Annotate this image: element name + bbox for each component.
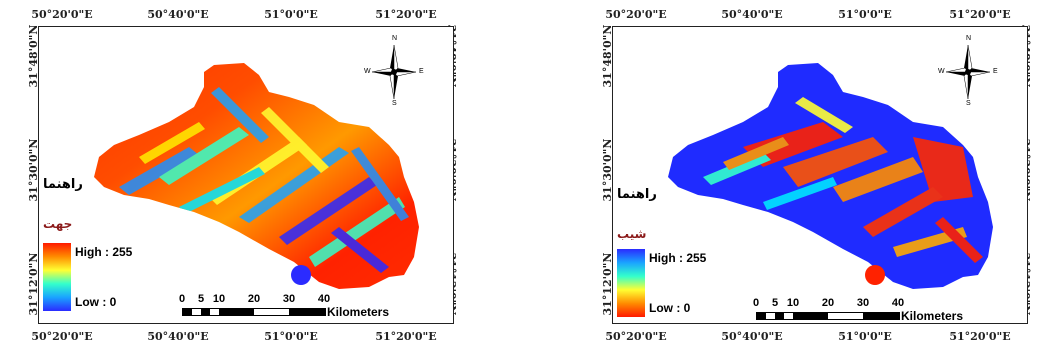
map-frame: N S E W راهنما جهت High : 255 Low : 0 0 … [38,26,454,324]
scale-unit: Kilometers [327,305,390,319]
scale-tick: 5 [771,297,779,309]
lon-tick-bottom: 50°40'0"E [721,330,783,343]
lon-tick-bottom: 50°20'0"E [31,330,93,343]
legend-low-label: Low : 0 [649,301,691,315]
lon-tick-top: 50°20'0"E [605,8,667,21]
scale-tick: 30 [282,293,296,305]
lon-tick-top: 50°20'0"E [31,8,93,21]
north-arrow-icon: N S E W [364,35,424,107]
compass-w: W [938,68,945,75]
compass-s: S [392,100,397,107]
scale-tick: 20 [821,297,835,309]
legend-low-label: Low : 0 [75,295,117,309]
scale-bar [182,308,326,316]
lon-tick-bottom: 51°20'0"E [375,330,437,343]
lon-tick-top: 51°0'0"E [838,8,892,21]
scale-tick: 40 [891,297,905,309]
legend-high-label: High : 255 [75,245,133,259]
lon-tick-bottom: 50°40'0"E [147,330,209,343]
legend-color-ramp [43,243,71,311]
legend-subtitle: جهت [43,217,73,231]
water-body [291,265,311,285]
compass-n: N [966,35,972,42]
aspect-raster [94,63,419,289]
legend-subtitle: شیب [617,227,647,241]
lon-tick-top: 50°40'0"E [721,8,783,21]
scale-tick: 0 [752,297,760,309]
aspect-map-panel: 50°20'0"E 50°40'0"E 51°0'0"E 51°20'0"E 5… [8,0,478,354]
scale-unit: Kilometers [901,309,964,323]
lon-tick-top: 51°0'0"E [264,8,318,21]
lon-tick-bottom: 50°20'0"E [605,330,667,343]
compass-w: W [364,68,371,75]
compass-s: S [966,100,971,107]
scale-tick: 30 [856,297,870,309]
slope-raster [668,63,993,289]
lon-tick-bottom: 51°0'0"E [838,330,892,343]
slope-map-panel: 50°20'0"E 50°40'0"E 51°0'0"E 51°20'0"E 5… [582,0,1052,354]
compass-e: E [993,68,998,75]
legend-title: راهنما [617,187,657,202]
lon-tick-top: 50°40'0"E [147,8,209,21]
compass-e: E [419,68,424,75]
scale-tick: 10 [212,293,226,305]
lon-tick-top: 51°20'0"E [949,8,1011,21]
lon-tick-bottom: 51°20'0"E [949,330,1011,343]
scale-tick: 10 [786,297,800,309]
compass-n: N [392,35,398,42]
legend-high-label: High : 255 [649,251,707,265]
lon-tick-bottom: 51°0'0"E [264,330,318,343]
north-arrow-icon: N S E W [938,35,998,107]
legend-title: راهنما [43,177,83,192]
legend-color-ramp [617,249,645,317]
scale-tick: 40 [317,293,331,305]
scale-tick: 20 [247,293,261,305]
scale-tick: 0 [178,293,186,305]
scale-tick: 5 [197,293,205,305]
scale-bar [756,312,900,320]
lon-tick-top: 51°20'0"E [375,8,437,21]
map-frame: N S E W راهنما شیب High : 255 Low : 0 0 … [612,26,1028,324]
water-body [865,265,885,285]
